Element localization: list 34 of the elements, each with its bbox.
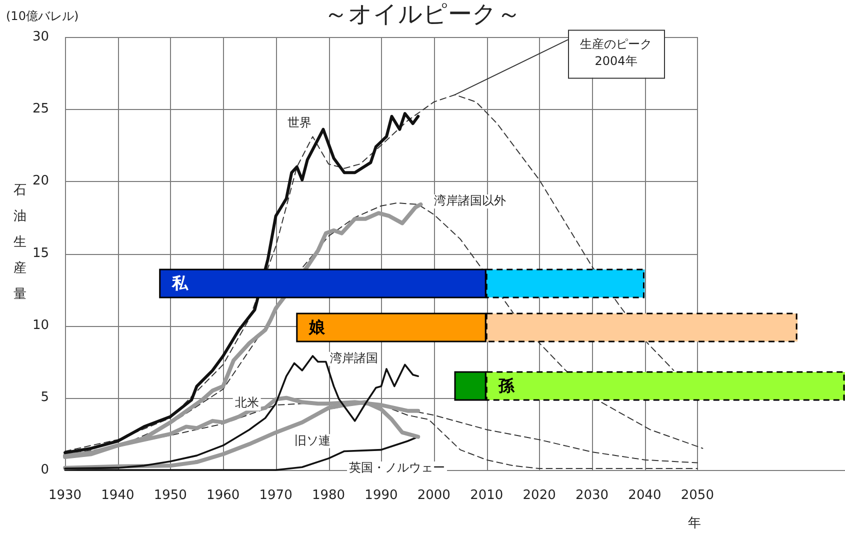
x-tick-label: 1980 <box>312 488 346 504</box>
text: (10億バレル) <box>6 8 79 25</box>
y-tick-label: 30 <box>32 29 49 44</box>
y-tick-label: 25 <box>32 102 49 117</box>
x-tick-label: 1950 <box>154 488 187 504</box>
chart-title: ～オイルピーク～ <box>324 0 521 28</box>
series-label: 英国・ノルウェー <box>349 460 446 475</box>
x-tick-label: 1960 <box>206 488 240 504</box>
x-axis-title: 年 <box>688 515 701 532</box>
y-tick-label: 20 <box>32 174 49 189</box>
y-tick-label: 10 <box>32 318 49 334</box>
band-label: 私 <box>170 274 189 293</box>
x-tick-label: 2000 <box>417 488 450 504</box>
y-tick-label: 15 <box>32 246 49 261</box>
series-label: 世界 <box>288 116 312 130</box>
x-tick-label: 2050 <box>680 488 714 504</box>
x-tick-label: 1940 <box>101 488 134 504</box>
band-label: 娘 <box>308 318 326 337</box>
y-tick-label: 5 <box>40 390 49 406</box>
x-tick-label: 1990 <box>364 488 398 504</box>
series-label: 旧ソ連 <box>294 433 331 448</box>
x-tick-label: 2030 <box>575 488 609 504</box>
x-tick-label: 2040 <box>628 488 662 504</box>
x-tick-label: 1930 <box>48 488 82 504</box>
y-axis-title: 石油生産量 <box>12 182 28 304</box>
series-label: 湾岸諸国 <box>330 350 378 365</box>
x-tick-label: 2010 <box>470 488 504 504</box>
series-label: 湾岸諸国以外 <box>434 194 506 208</box>
series-label: 北米 <box>234 396 259 410</box>
band-label: 孫 <box>498 376 516 396</box>
y-tick-label: 0 <box>40 462 49 478</box>
x-tick-label: 2020 <box>522 488 556 504</box>
annotation: 生産のピーク 2004年 <box>580 36 652 68</box>
x-tick-label: 1970 <box>259 488 292 504</box>
